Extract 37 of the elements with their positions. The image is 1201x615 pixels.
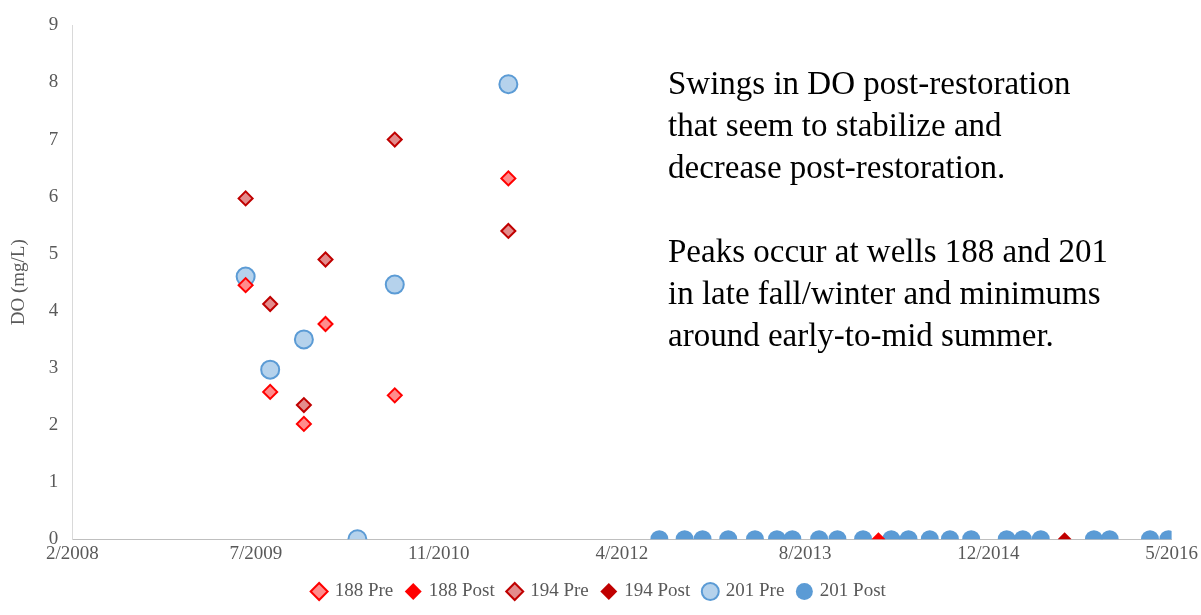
y-tick-label: 7 xyxy=(48,127,59,149)
legend-label: 201 Post xyxy=(819,579,887,601)
point xyxy=(293,329,314,350)
y-tick-label: 9 xyxy=(48,13,59,35)
y-axis-title: DO (mg/L) xyxy=(7,239,30,326)
legend-label: 194 Post xyxy=(624,579,691,601)
x-tick-label: 12/2014 xyxy=(957,541,1021,563)
point xyxy=(500,170,517,187)
point xyxy=(260,359,281,380)
x-tick-label: 8/2013 xyxy=(778,541,832,563)
point xyxy=(237,277,254,294)
point xyxy=(262,383,279,400)
point xyxy=(500,222,517,239)
y-tick-label: 5 xyxy=(48,241,59,263)
x-tick-label: 7/2009 xyxy=(229,541,283,563)
point xyxy=(384,274,405,295)
annotation: Swings in DO post-restoration that seem to stabilize and decrease post-restoration. xyxy=(668,64,1072,187)
x-tick-label: 5/2016 xyxy=(1145,541,1198,563)
y-tick-label: 1 xyxy=(48,470,59,492)
legend-label: 188 Post xyxy=(428,579,496,601)
legend-label: 188 Pre xyxy=(334,579,394,601)
y-tick-label: 3 xyxy=(48,355,59,377)
point xyxy=(262,295,279,312)
legend-label: 194 Pre xyxy=(530,579,589,601)
x-tick-label: 11/2010 xyxy=(407,541,470,563)
point xyxy=(237,190,254,207)
point xyxy=(386,131,403,148)
y-tick-label: 8 xyxy=(48,70,59,92)
y-tick-label: 2 xyxy=(48,413,59,435)
annotation: Peaks occur at wells 188 and 201 in late fall/winter and minimums around early-to-mid summer. xyxy=(668,232,1108,355)
y-tick-label: 4 xyxy=(48,298,59,320)
y-tick-label: 6 xyxy=(48,184,59,206)
point xyxy=(317,315,334,332)
x-tick-label: 4/2012 xyxy=(595,541,649,563)
point xyxy=(498,74,519,95)
legend-label: 201 Pre xyxy=(725,579,785,601)
point xyxy=(317,251,334,268)
